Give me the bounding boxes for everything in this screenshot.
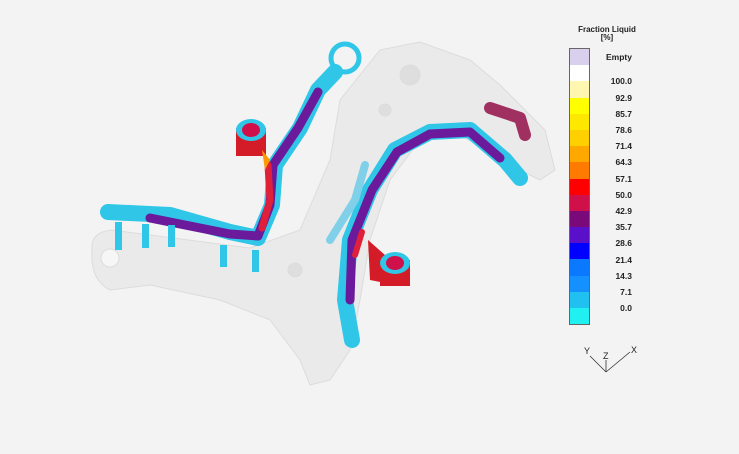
legend-title-text: Fraction Liquid — [578, 25, 636, 34]
legend-label: 71.4 — [615, 141, 632, 152]
legend-label: 78.6 — [615, 124, 632, 135]
color-band — [570, 194, 589, 211]
legend-title: Fraction Liquid [%] — [572, 26, 642, 42]
legend-label: 0.0 — [620, 303, 632, 314]
x-axis-label: X — [631, 345, 637, 355]
legend-label: 14.3 — [615, 270, 632, 281]
color-band — [570, 275, 589, 292]
color-band — [570, 227, 589, 244]
color-band — [570, 291, 589, 308]
legend-label: 7.1 — [620, 286, 632, 297]
legend-label: 85.7 — [615, 108, 632, 119]
color-band — [570, 259, 589, 276]
legend-label: 42.9 — [615, 205, 632, 216]
legend-label: 92.9 — [615, 92, 632, 103]
color-band — [570, 65, 589, 82]
legend-unit: [%] — [600, 33, 614, 42]
y-axis-label: Y — [584, 346, 590, 356]
legend-label: 35.7 — [615, 222, 632, 233]
right-runner — [326, 102, 531, 348]
color-band — [570, 162, 589, 179]
color-band — [570, 49, 589, 66]
left-runner — [100, 41, 362, 246]
casting-simulation-view — [91, 41, 556, 386]
left-boss — [236, 119, 270, 170]
legend-label: 28.6 — [615, 238, 632, 249]
legend-label: 64.3 — [615, 157, 632, 168]
color-band — [570, 129, 589, 147]
color-band — [570, 146, 589, 163]
color-scale-bar — [569, 48, 590, 326]
legend-label: 57.1 — [615, 173, 632, 184]
legend-label: 21.4 — [615, 254, 632, 265]
left-fingers — [115, 222, 259, 272]
color-band — [570, 243, 589, 260]
z-axis-label: Z — [603, 351, 609, 361]
legend-label: 50.0 — [615, 189, 632, 200]
right-boss — [368, 240, 410, 286]
color-band — [570, 210, 589, 228]
axis-triad: Y Z X — [584, 345, 637, 373]
color-band — [570, 113, 589, 130]
color-band — [570, 178, 589, 195]
legend-label: Empty — [606, 52, 632, 62]
color-band — [570, 81, 589, 98]
color-band — [570, 308, 589, 325]
color-band — [570, 97, 589, 114]
legend-label: 100.0 — [610, 76, 632, 87]
